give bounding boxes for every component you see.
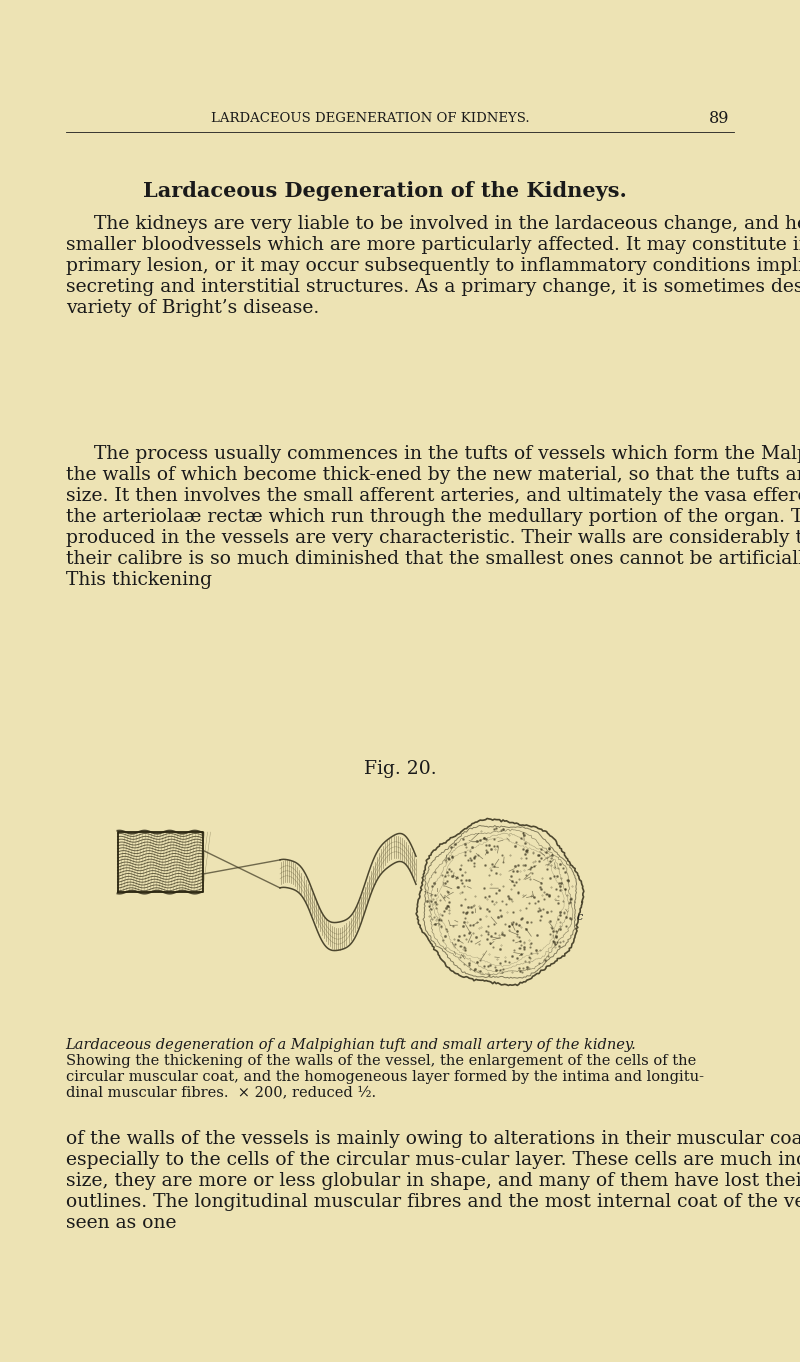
Text: seen as one: seen as one: [66, 1214, 176, 1233]
Text: outlines. The longitudinal muscular fibres and the most internal coat of the ves: outlines. The longitudinal muscular fibr…: [66, 1193, 800, 1211]
Text: the walls of which become thick-ened by the new material, so that the tufts are : the walls of which become thick-ened by …: [66, 466, 800, 485]
Text: Lardaceous Degeneration of the Kidneys.: Lardaceous Degeneration of the Kidneys.: [143, 181, 627, 202]
Text: Showing the thickening of the walls of the vessel, the enlargement of the cells : Showing the thickening of the walls of t…: [66, 1054, 696, 1068]
Text: secreting and interstitial structures. As a primary change, it is sometimes desc: secreting and interstitial structures. A…: [66, 278, 800, 296]
Text: LARDACEOUS DEGENERATION OF KIDNEYS.: LARDACEOUS DEGENERATION OF KIDNEYS.: [210, 112, 530, 125]
Text: smaller bloodvessels which are more particularly affected. It may constitute in : smaller bloodvessels which are more part…: [66, 236, 800, 255]
Text: size, they are more or less globular in shape, and many of them have lost their : size, they are more or less globular in …: [66, 1173, 800, 1190]
Text: primary lesion, or it may occur subsequently to inflammatory conditions implicat: primary lesion, or it may occur subseque…: [66, 257, 800, 275]
Text: of the walls of the vessels is mainly owing to alterations in their muscular coa: of the walls of the vessels is mainly ow…: [66, 1130, 800, 1148]
Text: dinal muscular fibres.  × 200, reduced ½.: dinal muscular fibres. × 200, reduced ½.: [66, 1086, 376, 1099]
Text: size. It then involves the small afferent arteries, and ultimately the vasa effe: size. It then involves the small afferen…: [66, 488, 800, 505]
Text: produced in the vessels are very characteristic. Their walls are considerably th: produced in the vessels are very charact…: [66, 528, 800, 548]
Text: 89: 89: [709, 110, 730, 127]
Text: Fig. 20.: Fig. 20.: [364, 760, 436, 778]
Text: variety of Bright’s disease.: variety of Bright’s disease.: [66, 298, 319, 317]
Text: the arteriolaæ rectæ which run through the medullary portion of the organ. The c: the arteriolaæ rectæ which run through t…: [66, 508, 800, 526]
Text: Lardaceous degeneration of a Malpighian tuft and small artery of the kidney.: Lardaceous degeneration of a Malpighian …: [66, 1038, 636, 1051]
Text: This thickening: This thickening: [66, 571, 211, 588]
Text: The kidneys are very liable to be involved in the lardaceous change, and here it: The kidneys are very liable to be involv…: [94, 215, 800, 233]
Text: circular muscular coat, and the homogeneous layer formed by the intima and longi: circular muscular coat, and the homogene…: [66, 1069, 704, 1084]
Text: The process usually commences in the tufts of vessels which form the Malpighian : The process usually commences in the tuf…: [94, 445, 800, 463]
Text: their calibre is so much diminished that the smallest ones cannot be artificiall: their calibre is so much diminished that…: [66, 550, 800, 568]
Text: c: c: [577, 913, 583, 922]
Text: especially to the cells of the circular mus-cular layer. These cells are much in: especially to the cells of the circular …: [66, 1151, 800, 1170]
